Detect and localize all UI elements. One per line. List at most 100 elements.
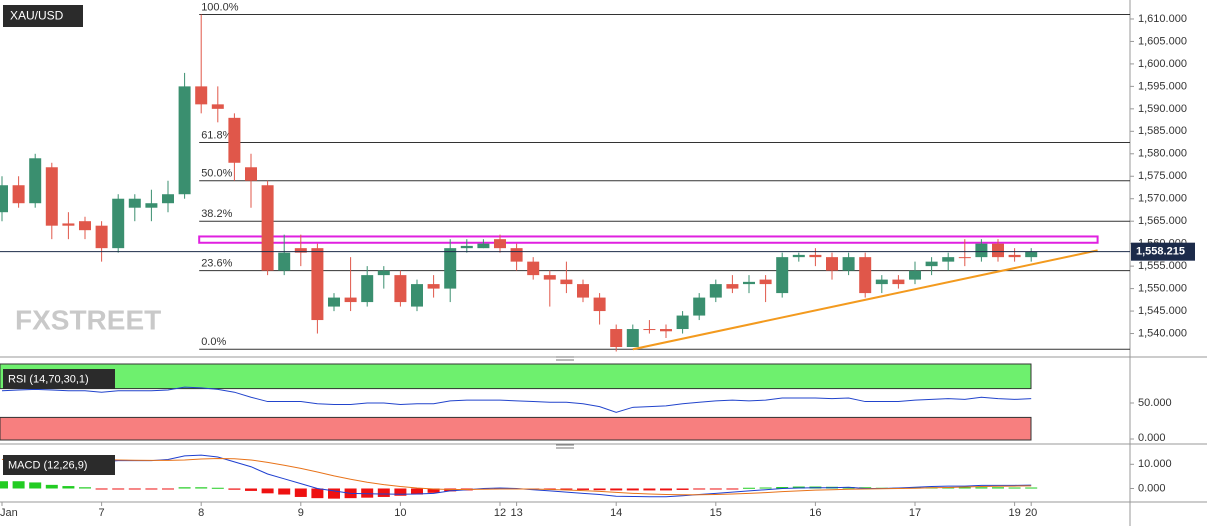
watermark: FXSTREET [15, 304, 161, 335]
candle-body [527, 261, 540, 276]
macd-histogram-bar [643, 488, 656, 491]
candle-body [344, 297, 357, 303]
candle-body [427, 284, 440, 289]
macd-histogram-bar [211, 487, 224, 489]
macd-histogram-bar [0, 481, 8, 489]
candle-body [460, 245, 473, 249]
x-tick-label: 14 [610, 507, 622, 519]
fib-label: 61.8% [201, 129, 232, 141]
candle-body [245, 167, 257, 181]
y-tick-label: 50.000 [1138, 397, 1172, 409]
y-tick-label: 1,580.000 [1138, 148, 1187, 160]
macd-histogram-bar [975, 487, 988, 489]
y-tick-label: 1,575.000 [1138, 170, 1187, 182]
y-tick-label: 1,585.000 [1138, 125, 1187, 137]
candle-body [809, 254, 822, 258]
signal-line [1, 457, 1032, 496]
macd-histogram-bar [726, 488, 739, 490]
macd-histogram-bar [577, 488, 589, 490]
candle-body [444, 248, 457, 289]
macd-histogram-bar [112, 488, 125, 490]
candle-body [45, 167, 58, 226]
macd-histogram-bar [145, 488, 158, 490]
macd-histogram-bar [560, 488, 573, 490]
candle-body [494, 239, 506, 249]
y-tick-label: 1,595.000 [1138, 80, 1187, 92]
macd-histogram-bar [62, 486, 75, 489]
symbol: XAU/USD [10, 9, 64, 23]
candle-body [211, 104, 224, 109]
x-tick-label: 9 [298, 507, 304, 519]
y-tick-label: 1,605.000 [1138, 35, 1187, 47]
macd-histogram-bar [328, 488, 340, 499]
macd-histogram-bar [294, 488, 307, 497]
macd-histogram-bar [958, 487, 971, 489]
candle-body [278, 252, 291, 271]
y-tick-label: 10.000 [1138, 458, 1172, 470]
fib-label: 38.2% [201, 208, 232, 220]
candle-body [643, 329, 656, 331]
candle-body [12, 185, 25, 204]
candle-body [676, 315, 689, 330]
candle-body [776, 257, 789, 294]
macd-histogram-bar [693, 488, 706, 490]
last-price-label: 1,558.215 [1136, 246, 1185, 258]
x-tick-label: 15 [710, 507, 722, 519]
macd-label: MACD (12,26,9) [8, 459, 87, 471]
fib-label: 100.0% [201, 1, 239, 13]
candle-body [145, 203, 158, 208]
macd-histogram-bar [626, 488, 639, 491]
fib-label: 0.0% [201, 336, 226, 348]
candle-body [543, 275, 556, 280]
macd-histogram-bar [394, 488, 407, 496]
y-tick-label: 1,565.000 [1138, 215, 1187, 227]
x-tick-label: 8 [198, 507, 204, 519]
macd-histogram-bar [427, 488, 440, 493]
candle-body [660, 329, 672, 332]
candle-body [975, 243, 988, 258]
x-tick-label: 13 [510, 507, 522, 519]
candle-body [726, 284, 739, 289]
rsi-lower-band [0, 416, 1032, 441]
candle-body [560, 279, 573, 285]
macd-histogram-bar [228, 488, 241, 490]
candle-body [759, 279, 772, 285]
candle-body [394, 275, 407, 303]
candle-body [1025, 251, 1038, 258]
candle-body [875, 279, 888, 285]
candle-body [510, 248, 523, 262]
x-tick-label: 12 [494, 507, 506, 519]
macd-histogram-bar [29, 482, 42, 489]
macd-histogram-bar [361, 488, 374, 498]
rsi-upper-band [0, 363, 1032, 390]
candle-body [958, 257, 971, 259]
candle-body [95, 225, 108, 249]
macd-histogram-bar [79, 487, 91, 489]
macd-histogram-bar [311, 488, 324, 499]
x-tick-label: 17 [909, 507, 921, 519]
x-tick-label: 10 [394, 507, 406, 519]
macd-histogram-bar [261, 488, 274, 494]
candle-body [62, 223, 75, 226]
y-tick-label: 1,550.000 [1138, 283, 1187, 295]
rsi-line [1, 386, 1032, 413]
macd-histogram-bar [128, 488, 141, 490]
candle-body [411, 284, 423, 307]
y-tick-label: 1,610.000 [1138, 13, 1187, 25]
candle-body [992, 243, 1004, 258]
y-tick-label: 0.000 [1138, 432, 1166, 444]
candle-body [377, 270, 390, 276]
pane-grip[interactable] [556, 444, 574, 449]
macd-histogram-bar [676, 488, 689, 490]
candle-body [842, 257, 855, 271]
x-tick-label: 19 [1008, 507, 1020, 519]
y-tick-label: 1,545.000 [1138, 305, 1187, 317]
candle-body [859, 257, 872, 294]
candle-body [626, 329, 639, 348]
y-tick-label: 1,570.000 [1138, 193, 1187, 205]
pane-grip[interactable] [556, 356, 574, 361]
candle-body [709, 284, 722, 298]
candle-body [909, 270, 921, 280]
candle-body [925, 261, 938, 267]
